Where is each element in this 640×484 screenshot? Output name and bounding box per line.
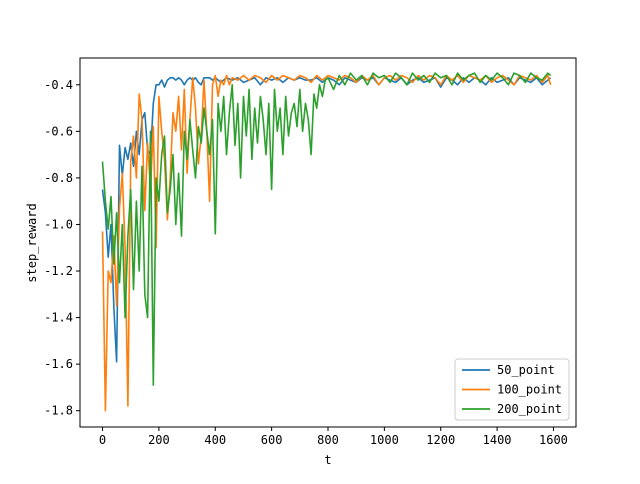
- x-tick-label: 1400: [483, 433, 512, 447]
- y-axis-title: step_reward: [25, 203, 39, 282]
- y-tick-label: -1.6: [44, 357, 73, 371]
- x-tick-label: 600: [261, 433, 283, 447]
- x-tick-label: 400: [204, 433, 226, 447]
- legend-box: [454, 358, 570, 421]
- legend-label-100_point: 100_point: [497, 383, 562, 397]
- x-tick-label: 800: [317, 433, 339, 447]
- y-tick-label: -0.6: [44, 124, 73, 138]
- y-tick-label: -1.4: [44, 311, 73, 325]
- x-tick-label: 1600: [539, 433, 568, 447]
- x-tick-label: 1200: [426, 433, 455, 447]
- y-axis: -1.8 -1.6 -1.4 -1.2 -1.0 -0.8 -0.6 -0.4: [44, 78, 80, 418]
- legend-label-200_point: 200_point: [497, 402, 562, 416]
- x-tick-label: 200: [148, 433, 170, 447]
- x-axis-title: t: [324, 453, 331, 467]
- y-tick-label: -1.8: [44, 404, 73, 418]
- series-line-200_point: [101, 72, 552, 386]
- series-layer: [101, 72, 552, 412]
- y-tick-label: -0.8: [44, 171, 73, 185]
- legend: 50_point 100_point 200_point: [454, 358, 570, 421]
- x-tick-label: 0: [99, 433, 106, 447]
- x-axis: 0 200 400 600 800 1000 1200 1400 1600: [99, 427, 568, 447]
- x-tick-label: 1000: [370, 433, 399, 447]
- y-tick-label: -1.0: [44, 217, 73, 231]
- y-tick-label: -1.2: [44, 264, 73, 278]
- y-tick-label: -0.4: [44, 78, 73, 92]
- legend-label-50_point: 50_point: [497, 363, 555, 377]
